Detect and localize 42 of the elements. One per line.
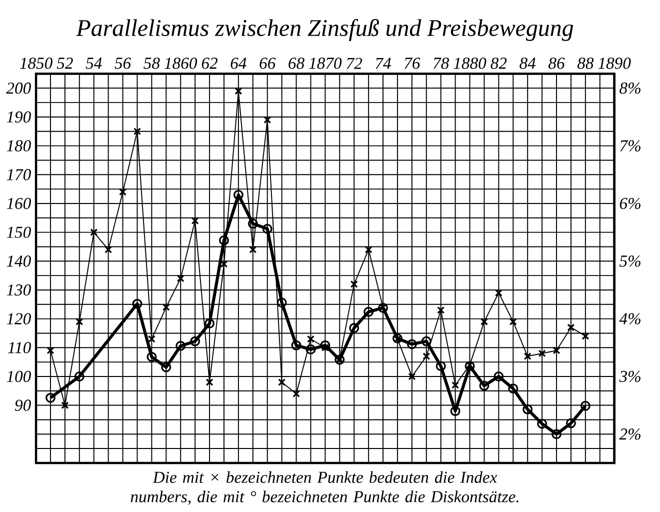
y2-tick-label: 3% <box>619 370 640 382</box>
y2-tick-label: 4% <box>619 313 640 324</box>
y-tick-label: 90 <box>15 400 31 411</box>
y2-tick-label: 5% <box>620 256 640 267</box>
x-tick-label: 88 <box>577 58 594 69</box>
x-tick-label: 74 <box>376 58 391 69</box>
x-tick-label: 1880 <box>454 58 486 69</box>
y2-tick-label: 8% <box>620 82 640 94</box>
y-tick-label: 120 <box>6 313 31 324</box>
x-tick-label: 1860 <box>164 58 198 69</box>
x-tick-label: 54 <box>86 58 102 69</box>
y-tick-label: 200 <box>6 82 31 94</box>
x-tick-label: 56 <box>114 58 132 69</box>
y-tick-label: 130 <box>6 284 31 296</box>
x-tick-label: 1890 <box>598 58 631 69</box>
x-tick-label: 68 <box>288 58 304 69</box>
x-tick-label: 52 <box>56 58 73 69</box>
chart-title: Parallelismus zwischen Zinsfuß und Preisbewegung <box>76 19 574 41</box>
y-tick-label: 150 <box>6 226 31 238</box>
x-tick-label: 78 <box>434 58 449 69</box>
x-tick-label: 82 <box>490 58 507 69</box>
x-tick-label: 1850 <box>20 58 52 69</box>
y-tick-label: 110 <box>8 342 31 354</box>
y-tick-label: 140 <box>6 256 31 267</box>
x-tick-label: 84 <box>520 58 536 69</box>
y-tick-label: 170 <box>6 169 31 180</box>
text: Die mit × bezeichneten Punkte bedeuten die Index numbers, die mit ° bezeichneten Punkte die Diskontsätze. <box>130 471 518 505</box>
x-tick-label: 76 <box>404 58 420 69</box>
y-tick-label: 100 <box>6 370 31 382</box>
x-tick-label: 64 <box>230 58 246 69</box>
y2-tick-label: 2% <box>619 428 640 440</box>
y2-tick-label: 7% <box>620 140 640 152</box>
x-tick-label: 86 <box>548 58 565 69</box>
y-tick-label: 160 <box>6 198 31 210</box>
y-tick-label: 190 <box>6 111 31 123</box>
x-tick-label: 58 <box>144 58 160 69</box>
x-tick-label: 66 <box>260 58 276 69</box>
x-tick-label: 62 <box>202 58 218 69</box>
y2-tick-label: 6% <box>620 198 640 210</box>
y-tick-label: 180 <box>6 140 31 152</box>
x-tick-label: 72 <box>346 58 362 69</box>
x-tick-label: 1870 <box>309 58 342 69</box>
